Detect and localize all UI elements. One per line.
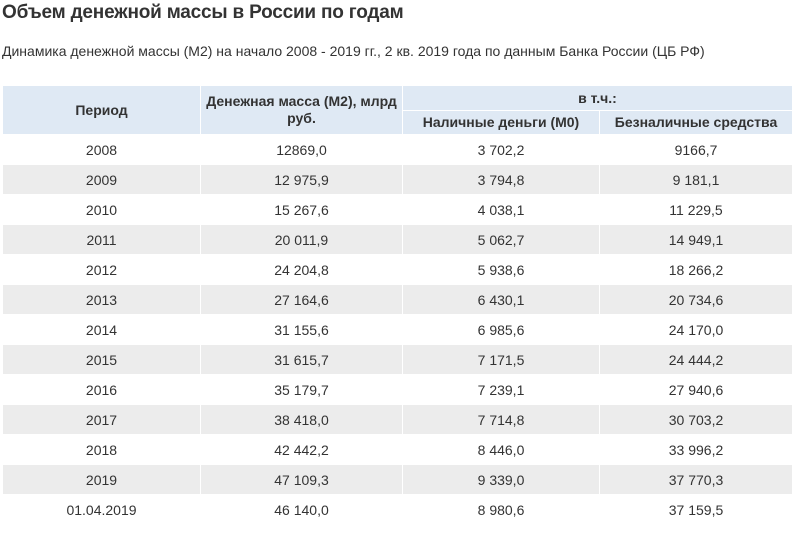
cell-m2: 12869,0 — [200, 134, 403, 165]
cell-cash: 9 339,0 — [402, 464, 600, 495]
money-supply-table: Период Денежная масса (М2), млрд руб. в … — [2, 85, 792, 525]
cell-m2: 47 109,3 — [200, 464, 403, 495]
cell-cash: 7 714,8 — [402, 404, 600, 435]
cell-cash: 5 062,7 — [402, 224, 600, 255]
cell-period: 2016 — [2, 374, 201, 405]
cell-m2: 46 140,0 — [200, 494, 403, 525]
cell-noncash: 24 444,2 — [598, 344, 792, 375]
cell-m2: 42 442,2 — [200, 434, 403, 465]
page-subtitle: Динамика денежной массы (М2) на начало 2… — [2, 43, 705, 59]
cell-noncash: 18 266,2 — [598, 254, 792, 285]
table-row: 2019 47 109,3 9 339,0 37 770,3 — [2, 464, 792, 495]
cell-m2: 20 011,9 — [200, 224, 403, 255]
table-header: Период Денежная масса (М2), млрд руб. в … — [2, 85, 792, 135]
cell-cash: 5 938,6 — [402, 254, 600, 285]
cell-cash: 8 980,6 — [402, 494, 600, 525]
cell-m2: 12 975,9 — [200, 164, 403, 195]
cell-period: 2010 — [2, 194, 201, 225]
cell-m2: 31 155,6 — [200, 314, 403, 345]
cell-m2: 27 164,6 — [200, 284, 403, 315]
table-row: 2016 35 179,7 7 239,1 27 940,6 — [2, 374, 792, 405]
cell-cash: 7 239,1 — [402, 374, 600, 405]
cell-period: 2014 — [2, 314, 201, 345]
cell-cash: 4 038,1 — [402, 194, 600, 225]
cell-period: 2019 — [2, 464, 201, 495]
cell-period: 2011 — [2, 224, 201, 255]
table-row: 2013 27 164,6 6 430,1 20 734,6 — [2, 284, 792, 315]
cell-period: 2017 — [2, 404, 201, 435]
cell-noncash: 24 170,0 — [598, 314, 792, 345]
cell-noncash: 37 159,5 — [598, 494, 792, 525]
cell-m2: 15 267,6 — [200, 194, 403, 225]
header-period: Период — [2, 85, 201, 135]
cell-noncash: 30 703,2 — [598, 404, 792, 435]
cell-m2: 31 615,7 — [200, 344, 403, 375]
header-including: в т.ч.: — [401, 85, 792, 111]
cell-cash: 3 794,8 — [402, 164, 600, 195]
cell-noncash: 33 996,2 — [598, 434, 792, 465]
cell-noncash: 9166,7 — [598, 134, 792, 165]
cell-noncash: 37 770,3 — [598, 464, 792, 495]
table-row: 2017 38 418,0 7 714,8 30 703,2 — [2, 404, 792, 435]
table-row: 01.04.2019 46 140,0 8 980,6 37 159,5 — [2, 494, 792, 525]
cell-cash: 6 985,6 — [402, 314, 600, 345]
cell-period: 01.04.2019 — [2, 494, 201, 525]
cell-cash: 7 171,5 — [402, 344, 600, 375]
table-row: 2012 24 204,8 5 938,6 18 266,2 — [2, 254, 792, 285]
table-row: 2008 12869,0 3 702,2 9166,7 — [2, 134, 792, 165]
cell-period: 2008 — [2, 134, 201, 165]
cell-m2: 24 204,8 — [200, 254, 403, 285]
cell-period: 2009 — [2, 164, 201, 195]
table-row: 2015 31 615,7 7 171,5 24 444,2 — [2, 344, 792, 375]
header-noncash: Безналичные средства — [598, 110, 792, 135]
cell-noncash: 20 734,6 — [598, 284, 792, 315]
cell-m2: 35 179,7 — [200, 374, 403, 405]
cell-noncash: 14 949,1 — [598, 224, 792, 255]
table-body: 2008 12869,0 3 702,2 9166,7 2009 12 975,9 3 79… — [2, 134, 792, 525]
cell-period: 2012 — [2, 254, 201, 285]
cell-noncash: 9 181,1 — [598, 164, 792, 195]
cell-m2: 38 418,0 — [200, 404, 403, 435]
table-row: 2009 12 975,9 3 794,8 9 181,1 — [2, 164, 792, 195]
cell-cash: 3 702,2 — [402, 134, 600, 165]
header-m2: Денежная масса (М2), млрд руб. — [200, 85, 403, 135]
table-row: 2011 20 011,9 5 062,7 14 949,1 — [2, 224, 792, 255]
cell-noncash: 11 229,5 — [598, 194, 792, 225]
cell-cash: 8 446,0 — [402, 434, 600, 465]
table-row: 2018 42 442,2 8 446,0 33 996,2 — [2, 434, 792, 465]
cell-period: 2015 — [2, 344, 201, 375]
table-row: 2010 15 267,6 4 038,1 11 229,5 — [2, 194, 792, 225]
header-cash: Наличные деньги (М0) — [402, 110, 600, 135]
table-row: 2014 31 155,6 6 985,6 24 170,0 — [2, 314, 792, 345]
cell-period: 2018 — [2, 434, 201, 465]
cell-noncash: 27 940,6 — [598, 374, 792, 405]
cell-cash: 6 430,1 — [402, 284, 600, 315]
page-title: Объем денежной массы в России по годам — [2, 2, 404, 23]
cell-period: 2013 — [2, 284, 201, 315]
